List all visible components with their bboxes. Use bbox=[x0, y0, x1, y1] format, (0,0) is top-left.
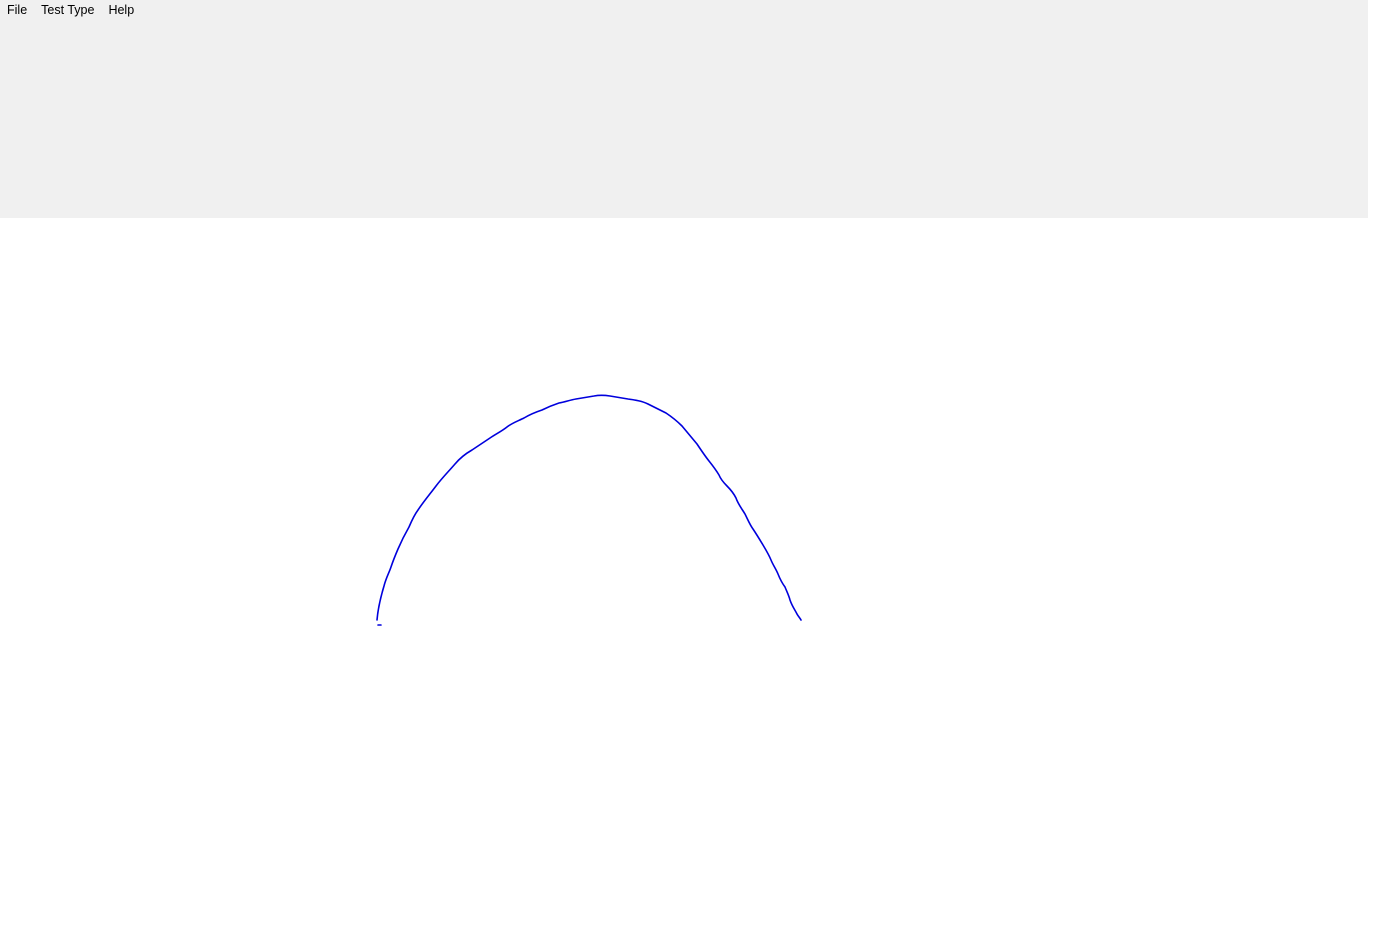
drawing-canvas[interactable] bbox=[0, 218, 1381, 925]
menu-help[interactable]: Help bbox=[108, 3, 135, 17]
menu-bar: File Test Type Help bbox=[0, 0, 141, 20]
menu-file[interactable]: File bbox=[7, 3, 28, 17]
drawn-stroke bbox=[376, 394, 802, 621]
drawing-surface[interactable] bbox=[0, 218, 1381, 925]
top-panel: File Test Type Help bbox=[0, 0, 1368, 218]
menu-test-type[interactable]: Test Type bbox=[41, 3, 95, 17]
